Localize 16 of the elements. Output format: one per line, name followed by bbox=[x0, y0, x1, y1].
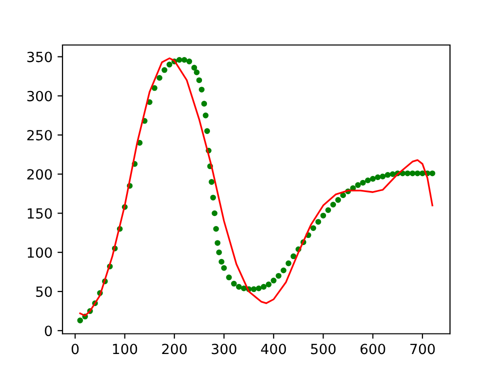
x-tick-label: 100 bbox=[113, 344, 138, 354]
y-tick-label: 50 bbox=[36, 286, 52, 297]
y-tick-label: 0 bbox=[44, 326, 52, 336]
y-tick-label: 300 bbox=[27, 90, 52, 102]
x-tick-label: 600 bbox=[360, 344, 386, 354]
y-tick-label: 100 bbox=[28, 247, 52, 258]
y-tick-label: 250 bbox=[27, 130, 52, 140]
y-tick-label: 150 bbox=[28, 208, 52, 219]
x-tick-label: 400 bbox=[261, 344, 286, 354]
x-tick-label: 500 bbox=[311, 344, 336, 354]
y-tick-label: 350 bbox=[27, 52, 52, 62]
x-tick-label: 300 bbox=[212, 344, 236, 354]
x-tick-label: 700 bbox=[410, 344, 435, 354]
y-tick-label: 200 bbox=[27, 169, 52, 180]
x-tick-label: 200 bbox=[162, 344, 187, 354]
x-tick-label: 0 bbox=[72, 344, 79, 354]
